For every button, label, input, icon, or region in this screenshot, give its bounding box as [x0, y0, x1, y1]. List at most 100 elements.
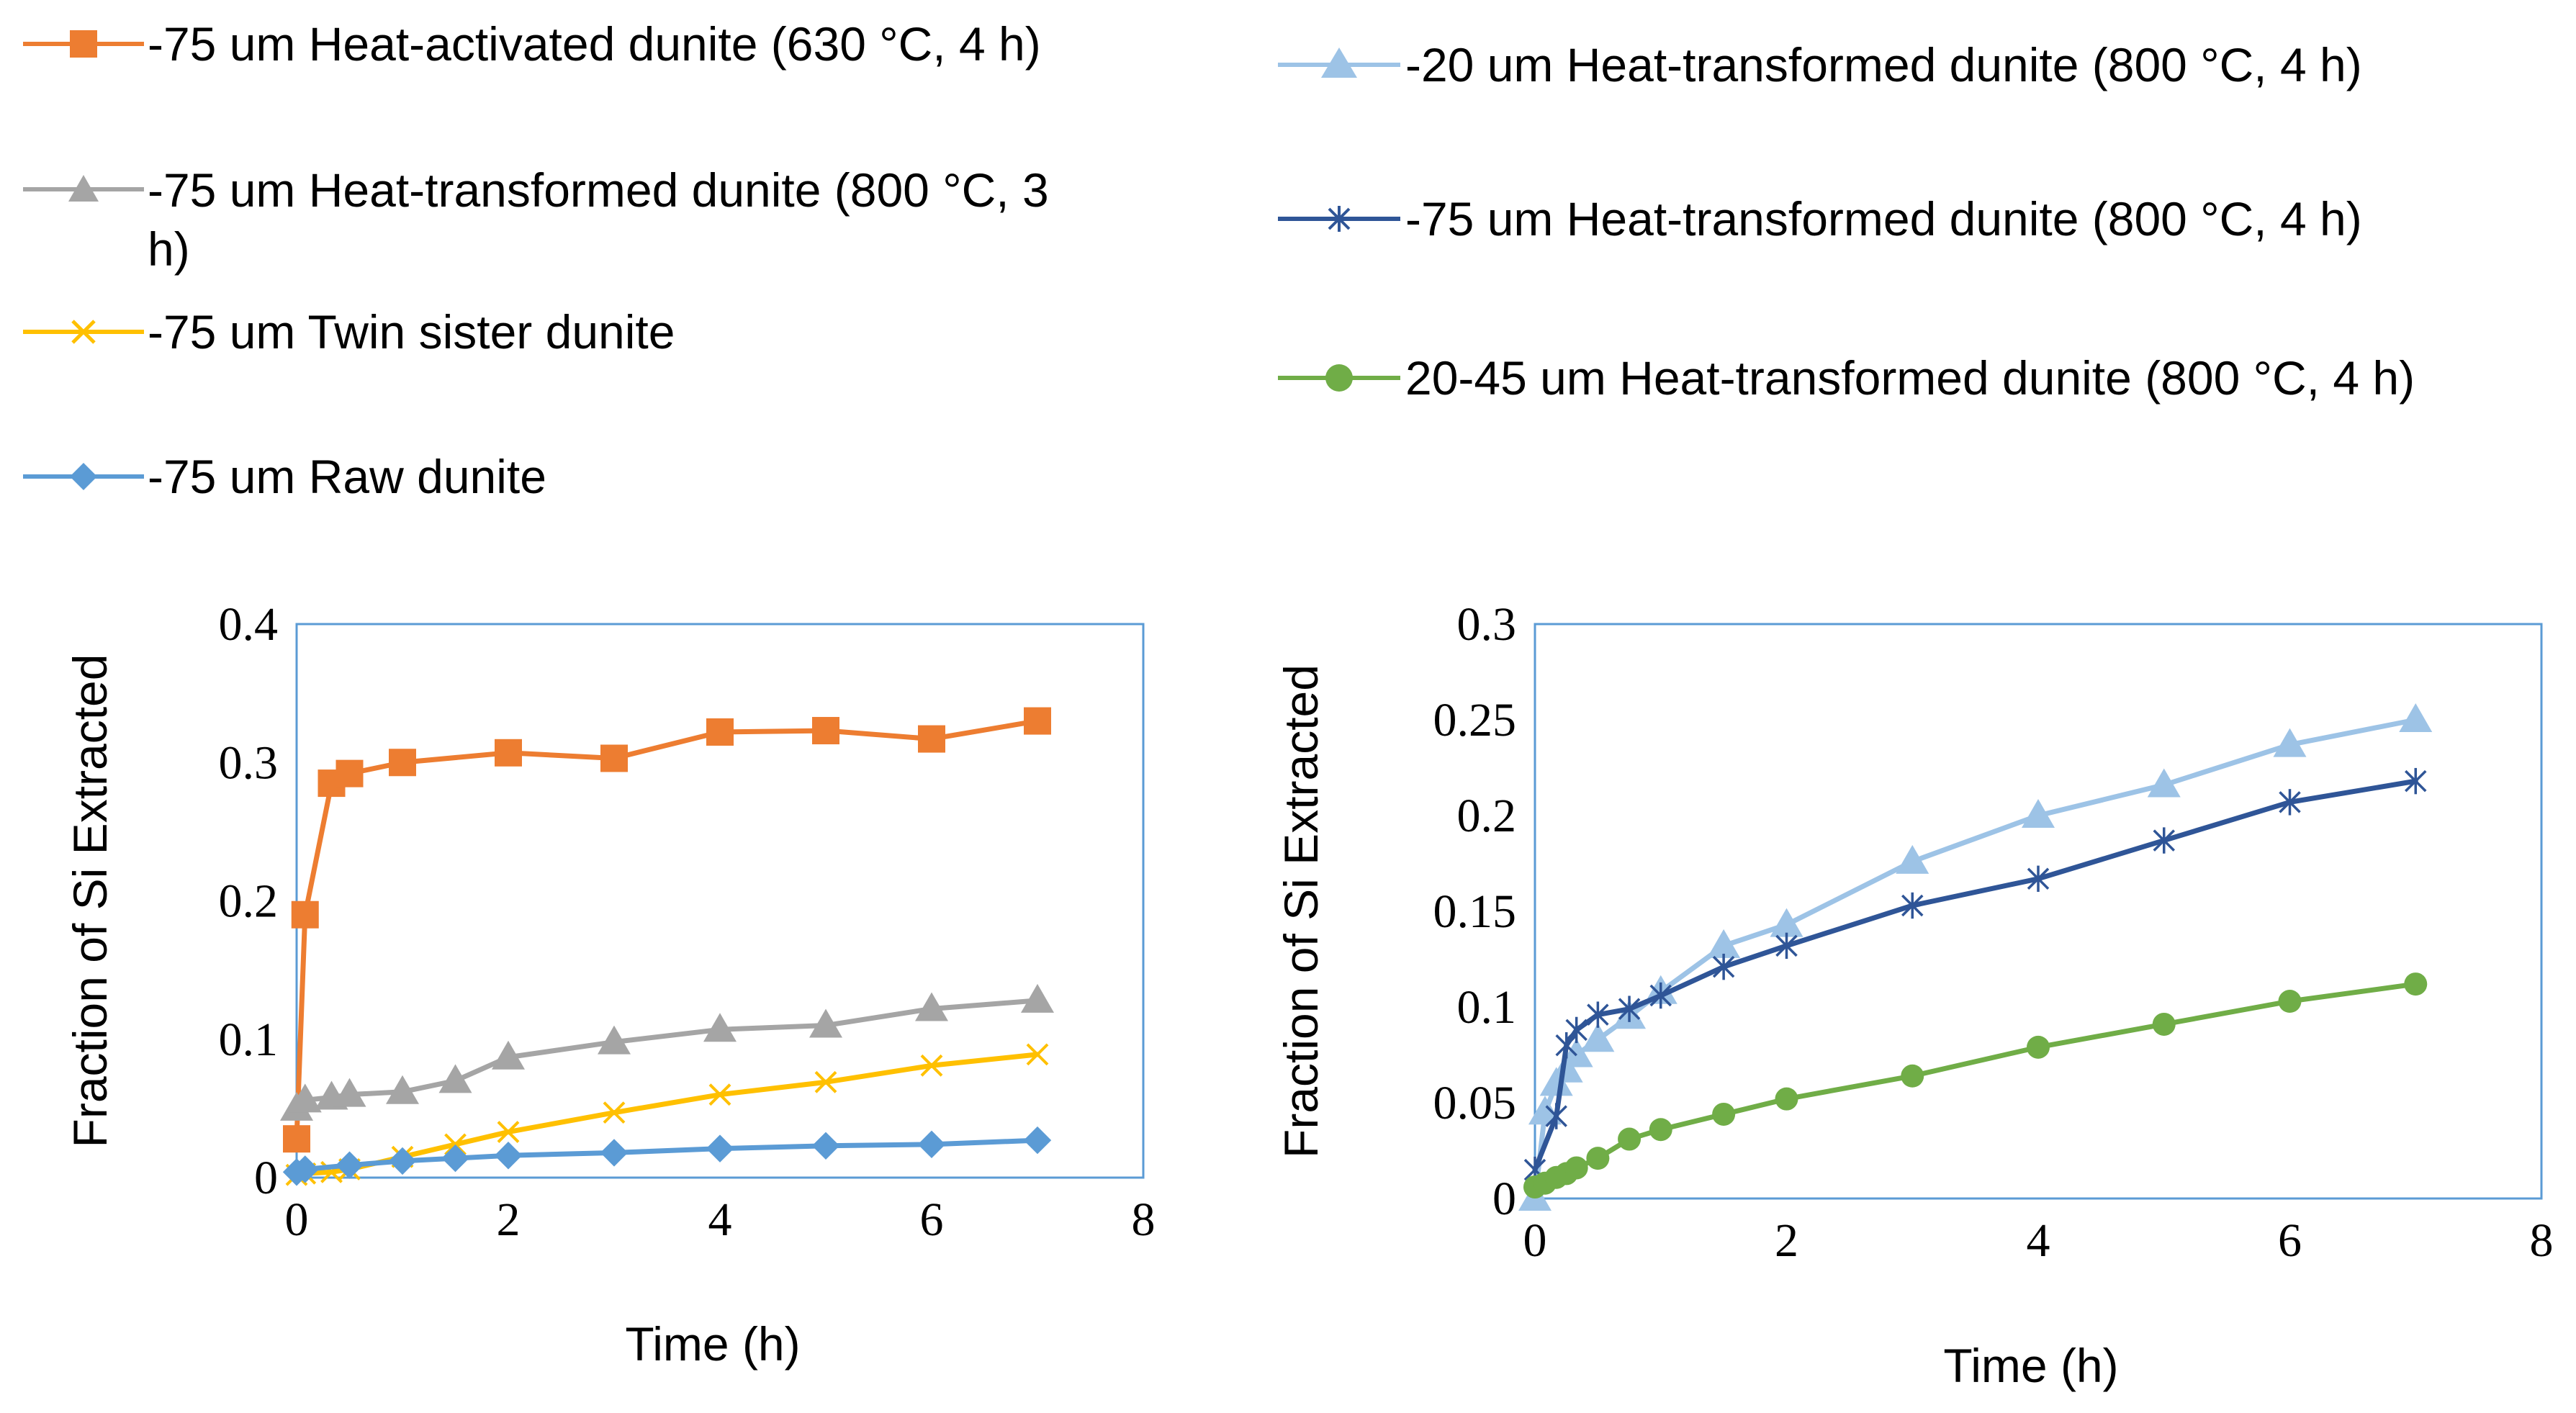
data-point [1565, 1016, 1588, 1044]
data-point [2273, 728, 2307, 757]
data-point [495, 739, 522, 767]
plot-right: 0 0.05 0.1 0.15 0.2 0.25 0.3 0 2 4 6 8 Time (h) Fract… [1274, 598, 2554, 1392]
x-tick-label: 4 [2027, 1214, 2050, 1267]
x-tick-label: 6 [2278, 1214, 2302, 1267]
y-tick-label: 0.15 [1433, 885, 1517, 938]
y-tick-label: 0.2 [1457, 790, 1517, 842]
legend-marker-heat-transformed-3h [68, 175, 99, 202]
x-tick-label: 0 [1523, 1214, 1547, 1267]
data-point [388, 1147, 417, 1175]
data-point [809, 1008, 842, 1038]
x-tick-label: 0 [285, 1193, 309, 1246]
data-point [1712, 1102, 1736, 1126]
data-point [335, 759, 364, 787]
data-point [1549, 1053, 1583, 1083]
x-tick-label: 4 [708, 1193, 732, 1246]
y-tick-label: 0.1 [1457, 981, 1517, 1034]
data-point [497, 1121, 520, 1143]
data-point [915, 992, 948, 1021]
data-point [2027, 1035, 2050, 1059]
data-point [1618, 1127, 1641, 1151]
data-point [812, 717, 839, 745]
data-point [2399, 703, 2433, 732]
data-point [1021, 983, 1054, 1013]
series-20-45-um-heat-transformed-dunite-800-c-4-h [1523, 972, 2428, 1199]
y-tick-label: 0.3 [219, 736, 279, 789]
legend-label-heat-transformed-3h-line2: h) [148, 222, 190, 276]
y-tick-label: 0 [1492, 1173, 1516, 1225]
data-point [703, 1013, 737, 1042]
legend-marker-75um-4h [1328, 206, 1351, 232]
legend-entry-raw: -75 um Raw dunite [23, 450, 546, 503]
data-point [1555, 1032, 1577, 1059]
data-point [1770, 908, 1803, 937]
series-75-um-heat-transformed-dunite-800-c-3-h [280, 983, 1054, 1121]
y-axis-title: Fraction of Si Extracted [1274, 664, 1328, 1158]
data-point [1649, 1118, 1672, 1142]
data-point [2404, 972, 2428, 996]
plot-area [1534, 623, 2543, 1200]
data-point [2152, 1012, 2176, 1036]
data-point [1775, 1087, 1798, 1111]
legend-label-20-45um: 20-45 um Heat-transformed dunite (800 °C… [1405, 351, 2415, 405]
data-point [920, 1054, 943, 1077]
legend-marker-twin-sister [71, 320, 96, 344]
data-point [386, 1075, 419, 1104]
legend-label-20um: -20 um Heat-transformed dunite (800 °C, … [1405, 38, 2362, 91]
data-point [706, 1134, 734, 1163]
legend-marker-raw [70, 463, 97, 490]
legend-entry-twin-sister: -75 um Twin sister dunite [23, 305, 675, 358]
data-point [706, 718, 734, 746]
data-point [335, 1151, 364, 1179]
legend-entry-75um-4h: -75 um Heat-transformed dunite (800 °C, … [1278, 192, 2362, 245]
data-point [2279, 789, 2301, 816]
y-tick-label: 0 [254, 1152, 278, 1204]
legend-entry-heat-activated: -75 um Heat-activated dunite (630 °C, 4 … [23, 17, 1041, 71]
data-point [1026, 1043, 1049, 1066]
data-point [288, 1083, 322, 1113]
data-point [708, 1083, 731, 1106]
data-point [291, 900, 319, 929]
data-point [1896, 844, 1929, 874]
data-point [2153, 827, 2175, 854]
x-axis-title: Time (h) [625, 1317, 800, 1371]
data-point [600, 744, 628, 772]
data-point [438, 1064, 472, 1093]
legend-right: -20 um Heat-transformed dunite (800 °C, … [1278, 38, 2415, 405]
x-tick-label: 2 [497, 1193, 521, 1246]
data-point [1901, 892, 1924, 919]
data-point [2147, 768, 2181, 798]
data-point [1707, 929, 1741, 958]
y-axis-title: Fraction of Si Extracted [63, 654, 117, 1148]
data-point [2027, 865, 2050, 892]
data-point [2405, 767, 2427, 795]
x-tick-label: 8 [1132, 1193, 1156, 1246]
legend-entry-20um: -20 um Heat-transformed dunite (800 °C, … [1278, 38, 2362, 91]
data-point [389, 749, 416, 777]
y-tick-label: 0.05 [1433, 1077, 1517, 1129]
series-75-um-heat-transformed-dunite-800-c-4-h [1523, 767, 2427, 1183]
series-75-um-heat-activated-dunite-630-c-4-h [283, 707, 1051, 1153]
data-point [1559, 1038, 1593, 1067]
legend-label-twin-sister: -75 um Twin sister dunite [148, 305, 675, 358]
data-point [918, 725, 945, 753]
y-tick-label: 0.3 [1457, 598, 1517, 651]
series-line [294, 1052, 1040, 1178]
data-point [494, 1142, 523, 1170]
legend-marker-heat-activated [70, 30, 97, 58]
legend-label-75um-4h: -75 um Heat-transformed dunite (800 °C, … [1405, 192, 2362, 245]
y-tick-label: 0.1 [219, 1014, 279, 1066]
data-point [603, 1101, 626, 1124]
data-point [917, 1130, 946, 1159]
legend-marker-20um [1321, 48, 1357, 78]
data-point [598, 1025, 631, 1055]
data-point [1545, 1103, 1567, 1129]
data-point [283, 1125, 310, 1153]
data-point [1618, 996, 1641, 1022]
data-point [2022, 799, 2055, 828]
x-axis-title: Time (h) [1943, 1339, 2118, 1392]
data-point [444, 1133, 467, 1156]
y-tick-label: 0.4 [219, 598, 279, 651]
data-point [1775, 932, 1798, 960]
